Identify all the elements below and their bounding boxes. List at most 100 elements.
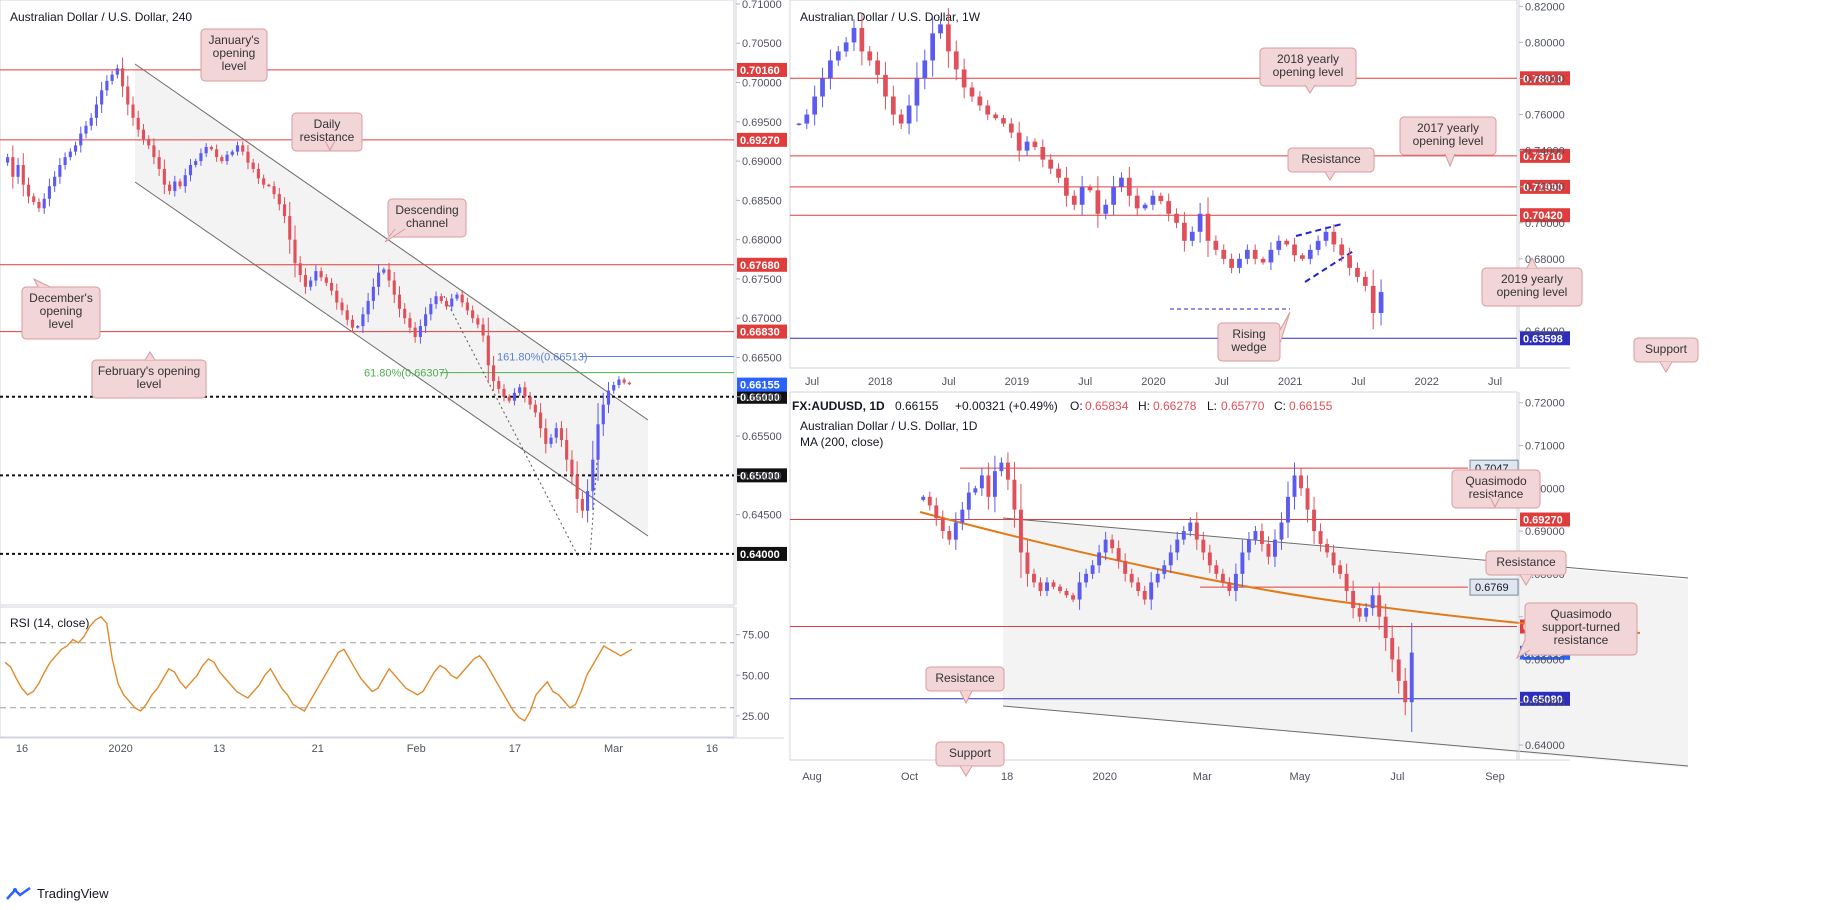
candle (591, 440, 595, 510)
candle-body (434, 296, 438, 305)
candle (1158, 192, 1164, 205)
candle-body (1155, 573, 1160, 583)
price-tag-bg (1520, 179, 1570, 194)
d1-channel-upper-line (1002, 517, 1689, 579)
candle-body (444, 300, 449, 307)
candle (37, 198, 41, 212)
candle-body (298, 263, 302, 275)
candle-body (601, 404, 605, 425)
candle (1396, 646, 1401, 694)
candle-body (1233, 573, 1238, 591)
candle-body (63, 157, 67, 165)
candle-body (1005, 462, 1010, 480)
candle-body (1344, 573, 1349, 591)
candle-body (1253, 531, 1258, 540)
candle (1032, 568, 1036, 588)
candle (796, 122, 802, 126)
candle-body (220, 157, 224, 162)
rising-wedge-upper-line (1295, 223, 1343, 237)
fib-level-label: 161.80%(0.66513) (497, 351, 588, 363)
candle-body (152, 145, 156, 158)
candle (397, 286, 402, 318)
callout-pointer (144, 351, 156, 361)
candle (1325, 538, 1330, 558)
price-tag-label: 0.63598 (1523, 333, 1563, 345)
candle-body (1166, 201, 1172, 214)
candle (1045, 577, 1049, 597)
price-tag-label: 0.69270 (1523, 515, 1563, 527)
candle (246, 145, 250, 170)
candle (502, 384, 506, 402)
candle (1220, 568, 1225, 588)
time-tick-label: 2022 (1414, 376, 1438, 388)
candle-body (1032, 573, 1036, 583)
candle-body (559, 428, 564, 440)
candle-body (554, 428, 558, 438)
candle-body (538, 412, 543, 429)
candle-body (890, 96, 896, 115)
candle (1227, 577, 1232, 597)
candle (930, 17, 936, 77)
price-tag-label: 0.65000 (740, 470, 780, 482)
candle (1266, 536, 1271, 565)
candle (94, 96, 99, 126)
candle-body (820, 78, 825, 97)
candle (570, 450, 574, 485)
callout-text: opening level (1497, 285, 1568, 299)
candle (828, 49, 833, 90)
candle-body (1194, 522, 1199, 540)
candle (601, 392, 605, 437)
candle (1188, 517, 1193, 537)
candle (1299, 467, 1303, 496)
candle (1181, 525, 1186, 545)
candle (1012, 461, 1017, 528)
tradingview-watermark[interactable]: TradingView (6, 886, 109, 901)
candle (1142, 585, 1147, 605)
candle-body (1087, 186, 1093, 191)
candle (460, 289, 464, 308)
price-tag-bg (1520, 331, 1570, 346)
w1-price-axis: 0.82000 0.80000 0.78000 0.76000 0.74000 0.720… (1518, 0, 1565, 368)
candle (319, 267, 323, 282)
candle (173, 175, 177, 197)
time-tick-label: Mar (604, 743, 623, 755)
candle (1286, 481, 1290, 538)
candle (1252, 244, 1258, 265)
candle-body (1357, 608, 1362, 617)
candle-body (1111, 186, 1116, 205)
callout-pointer (1304, 84, 1316, 94)
candle-body (204, 146, 208, 154)
candle-body (1370, 285, 1376, 313)
candle-body (73, 145, 78, 152)
candle (1032, 138, 1038, 151)
candle (1233, 563, 1238, 602)
price-tag-label: 0.67680 (740, 260, 780, 272)
candle (969, 82, 975, 102)
candle-body (1214, 565, 1219, 574)
candle (507, 394, 511, 404)
candle-body (105, 80, 109, 91)
candle (1051, 579, 1056, 590)
candle-body (1403, 680, 1408, 703)
candle-body (1292, 475, 1297, 497)
candle (922, 49, 928, 90)
candle-body (1116, 548, 1121, 562)
time-tick-label: Jul (1351, 376, 1365, 388)
candle (382, 267, 386, 275)
candle-body (392, 280, 396, 295)
candle-body (1142, 590, 1147, 600)
candle-body (1051, 582, 1056, 587)
candle (450, 293, 454, 312)
callout-text: level (137, 377, 162, 391)
candle-body (340, 302, 344, 311)
candle (843, 36, 849, 57)
candle-body (282, 204, 287, 217)
candle-body (1205, 213, 1211, 241)
candle (188, 158, 193, 182)
candle-body (157, 157, 161, 169)
